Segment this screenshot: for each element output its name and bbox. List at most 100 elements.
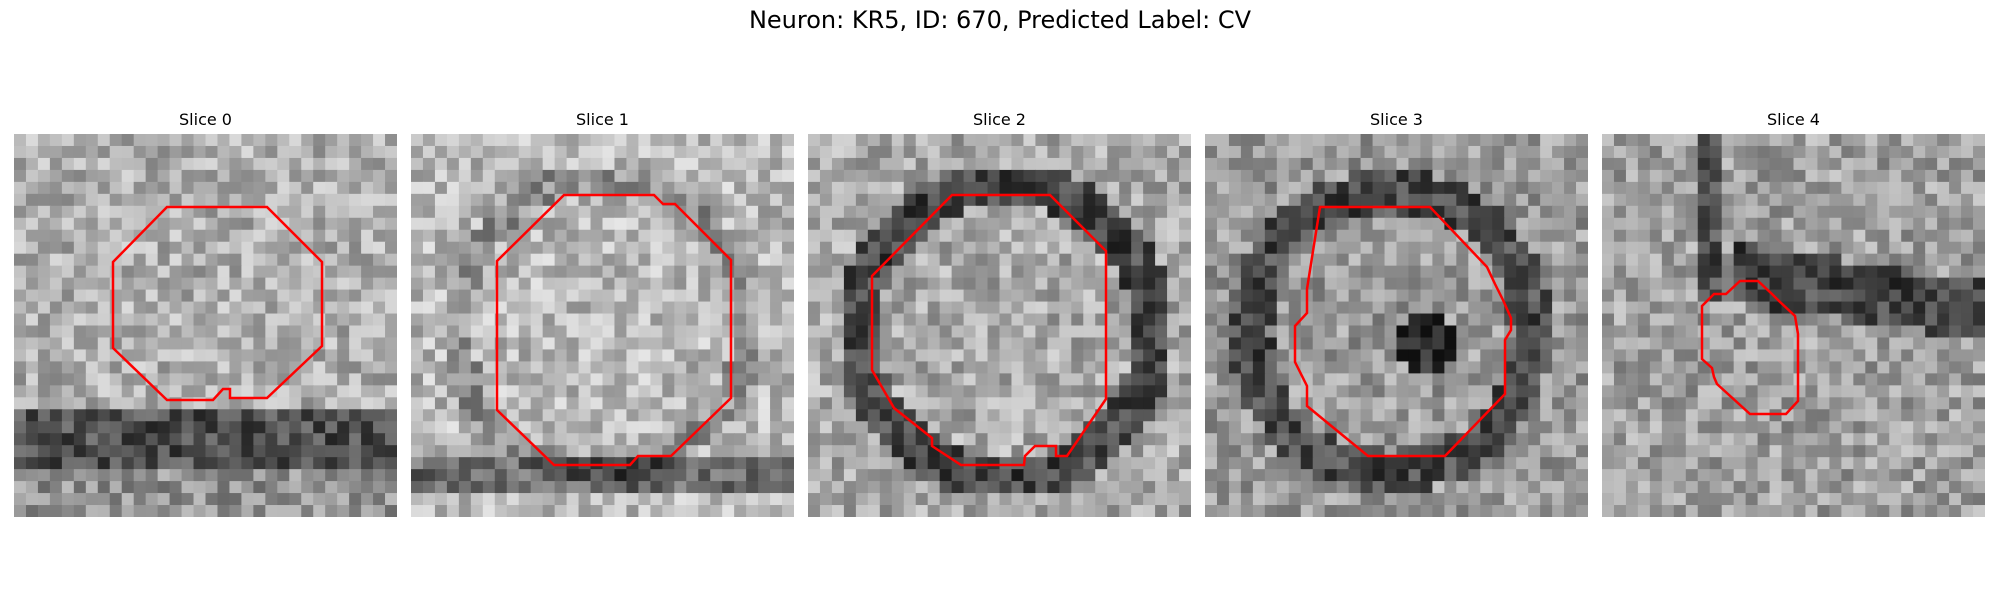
pixel xyxy=(1000,170,1013,183)
pixel xyxy=(1504,433,1517,446)
pixel xyxy=(1241,290,1254,303)
pixel xyxy=(579,493,592,506)
pixel xyxy=(1397,242,1410,255)
pixel xyxy=(1662,194,1675,207)
pixel xyxy=(1614,314,1627,327)
pixel xyxy=(313,385,326,398)
pixel xyxy=(1373,242,1386,255)
pixel xyxy=(1516,397,1529,410)
pixel xyxy=(373,194,386,207)
pixel xyxy=(1686,349,1699,362)
pixel xyxy=(1913,170,1926,183)
pixel xyxy=(1337,254,1350,267)
pixel xyxy=(988,361,1001,374)
pixel xyxy=(1229,206,1242,219)
pixel xyxy=(241,445,254,458)
pixel xyxy=(110,158,123,171)
pixel xyxy=(38,182,51,195)
pixel xyxy=(38,290,51,303)
pixel xyxy=(1397,218,1410,231)
pixel xyxy=(1011,493,1024,506)
pixel xyxy=(1865,361,1878,374)
pixel xyxy=(373,349,386,362)
pixel xyxy=(916,254,929,267)
pixel xyxy=(1528,505,1541,517)
pixel xyxy=(1289,373,1302,386)
pixel xyxy=(976,397,989,410)
pixel xyxy=(1841,302,1854,315)
pixel xyxy=(722,421,735,434)
pixel xyxy=(674,481,687,494)
pixel xyxy=(1901,409,1914,422)
pixel xyxy=(217,290,230,303)
pixel xyxy=(531,134,544,147)
pixel xyxy=(411,218,424,231)
pixel xyxy=(686,278,699,291)
pixel xyxy=(1674,349,1687,362)
pixel xyxy=(928,361,941,374)
pixel xyxy=(1925,230,1938,243)
pixel xyxy=(1011,182,1024,195)
pixel xyxy=(856,302,869,315)
pixel xyxy=(808,146,821,159)
pixel xyxy=(1564,505,1577,517)
pixel xyxy=(1480,326,1493,339)
pixel xyxy=(26,397,39,410)
pixel xyxy=(423,302,436,315)
pixel xyxy=(1552,326,1565,339)
pixel xyxy=(626,385,639,398)
pixel xyxy=(880,170,893,183)
pixel xyxy=(1047,397,1060,410)
pixel xyxy=(1817,242,1830,255)
pixel xyxy=(1468,278,1481,291)
pixel xyxy=(1698,170,1711,183)
pixel xyxy=(170,445,183,458)
pixel xyxy=(1961,302,1974,315)
pixel xyxy=(1710,242,1723,255)
pixel xyxy=(1650,146,1663,159)
pixel xyxy=(662,146,675,159)
pixel xyxy=(1047,493,1060,506)
pixel xyxy=(74,158,87,171)
pixel xyxy=(686,146,699,159)
pixel xyxy=(1432,266,1445,279)
pixel xyxy=(603,254,616,267)
pixel xyxy=(471,373,484,386)
pixel xyxy=(1937,242,1950,255)
pixel xyxy=(519,481,532,494)
pixel xyxy=(325,254,338,267)
pixel xyxy=(567,445,580,458)
pixel xyxy=(758,314,771,327)
pixel xyxy=(146,505,159,517)
pixel xyxy=(988,433,1001,446)
pixel xyxy=(1023,421,1036,434)
pixel xyxy=(1662,242,1675,255)
pixel xyxy=(1925,397,1938,410)
pixel xyxy=(662,134,675,147)
pixel xyxy=(301,493,314,506)
pixel xyxy=(217,302,230,315)
pixel xyxy=(650,170,663,183)
pixel xyxy=(1698,278,1711,291)
pixel xyxy=(916,266,929,279)
pixel xyxy=(808,457,821,470)
pixel xyxy=(1468,361,1481,374)
pixel xyxy=(1397,302,1410,315)
pixel xyxy=(146,481,159,494)
pixel xyxy=(1253,433,1266,446)
pixel xyxy=(1552,505,1565,517)
pixel xyxy=(880,361,893,374)
pixel xyxy=(1119,385,1132,398)
pixel xyxy=(1614,134,1627,147)
pixel xyxy=(1492,409,1505,422)
pixel xyxy=(626,421,639,434)
pixel xyxy=(74,385,87,398)
pixel xyxy=(1626,314,1639,327)
pixel xyxy=(194,337,207,350)
pixel xyxy=(746,469,759,482)
pixel xyxy=(1734,290,1747,303)
pixel xyxy=(313,194,326,207)
pixel xyxy=(206,146,219,159)
pixel xyxy=(471,146,484,159)
pixel xyxy=(1408,397,1421,410)
